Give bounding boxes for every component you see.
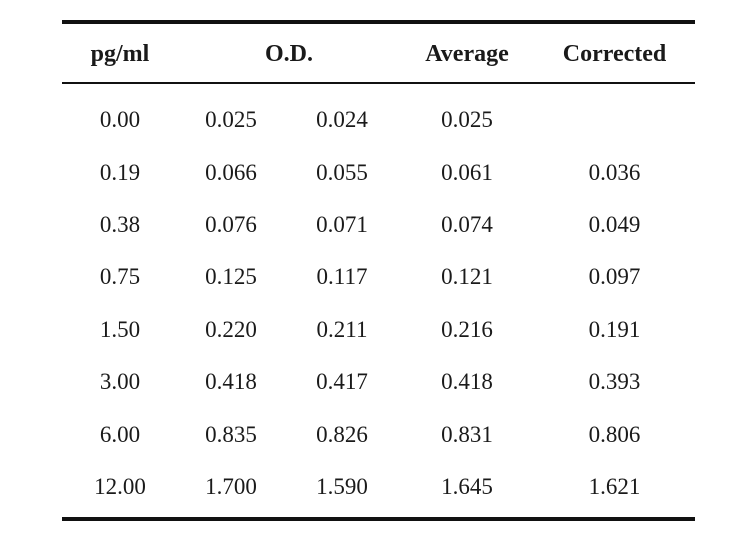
cell-od-2: 1.590 <box>316 473 368 499</box>
cell-corrected: 0.097 <box>588 264 641 290</box>
table-row: 12.00 1.700 1.590 1.645 1.621 <box>62 461 695 513</box>
cell-od-2: 0.117 <box>316 264 368 290</box>
cell-concentration: 1.50 <box>99 316 141 342</box>
cell-concentration: 12.00 <box>94 473 146 499</box>
table-row: 0.38 0.076 0.071 0.074 0.049 <box>62 199 695 251</box>
cell-average: 0.418 <box>441 369 493 395</box>
cell-od-1: 0.418 <box>205 369 257 395</box>
cell-od-2: 0.071 <box>316 211 368 237</box>
cell-concentration: 0.38 <box>99 211 141 237</box>
cell-corrected: 0.049 <box>588 211 641 237</box>
cell-corrected: 1.621 <box>588 473 641 499</box>
cell-od-1: 0.066 <box>205 159 257 185</box>
cell-corrected: 0.036 <box>588 159 641 185</box>
cell-corrected: 0.191 <box>588 316 641 342</box>
cell-od-1: 0.835 <box>205 421 257 447</box>
cell-od-2: 0.211 <box>316 316 368 342</box>
header-rule <box>62 82 695 84</box>
cell-average: 0.216 <box>441 316 493 342</box>
top-rule <box>62 20 695 24</box>
cell-od-2: 0.826 <box>316 421 368 447</box>
header-corrected: Corrected <box>562 40 667 67</box>
cell-concentration: 3.00 <box>99 369 141 395</box>
header-concentration: pg/ml <box>90 40 150 67</box>
header-od: O.D. <box>265 40 313 67</box>
cell-od-1: 0.125 <box>205 264 257 290</box>
cell-od-1: 0.025 <box>205 107 257 133</box>
cell-average: 0.831 <box>441 421 493 447</box>
cell-concentration: 0.00 <box>99 107 141 133</box>
table-row: 1.50 0.220 0.211 0.216 0.191 <box>62 304 695 356</box>
cell-corrected <box>534 94 695 146</box>
table-row: 6.00 0.835 0.826 0.831 0.806 <box>62 408 695 460</box>
cell-od-1: 0.220 <box>205 316 257 342</box>
cell-od-1: 0.076 <box>205 211 257 237</box>
cell-concentration: 0.19 <box>99 159 141 185</box>
cell-od-1: 1.700 <box>205 473 257 499</box>
standard-curve-table: pg/ml O.D. Average Corrected 0.00 0.025 0.… <box>62 20 695 522</box>
data-table: pg/ml O.D. Average Corrected <box>62 24 695 82</box>
cell-concentration: 0.75 <box>99 264 141 290</box>
header-row: pg/ml O.D. Average Corrected <box>62 24 695 82</box>
table-row: 3.00 0.418 0.417 0.418 0.393 <box>62 356 695 408</box>
cell-od-2: 0.417 <box>316 369 368 395</box>
table-row: 0.75 0.125 0.117 0.121 0.097 <box>62 251 695 303</box>
cell-concentration: 6.00 <box>99 421 141 447</box>
cell-average: 0.061 <box>441 159 493 185</box>
table-row: 0.00 0.025 0.024 0.025 <box>62 94 695 146</box>
cell-corrected: 0.393 <box>588 369 641 395</box>
cell-corrected: 0.806 <box>588 421 641 447</box>
header-average: Average <box>425 40 509 67</box>
cell-average: 1.645 <box>441 473 493 499</box>
bottom-rule <box>62 517 695 522</box>
cell-average: 0.074 <box>441 211 493 237</box>
data-body-table: 0.00 0.025 0.024 0.025 0.19 0.066 0.055 0.061 0.… <box>62 84 695 513</box>
cell-od-2: 0.055 <box>316 159 368 185</box>
cell-average: 0.025 <box>441 107 493 133</box>
cell-od-2: 0.024 <box>316 107 368 133</box>
cell-average: 0.121 <box>441 264 493 290</box>
table-row: 0.19 0.066 0.055 0.061 0.036 <box>62 146 695 198</box>
